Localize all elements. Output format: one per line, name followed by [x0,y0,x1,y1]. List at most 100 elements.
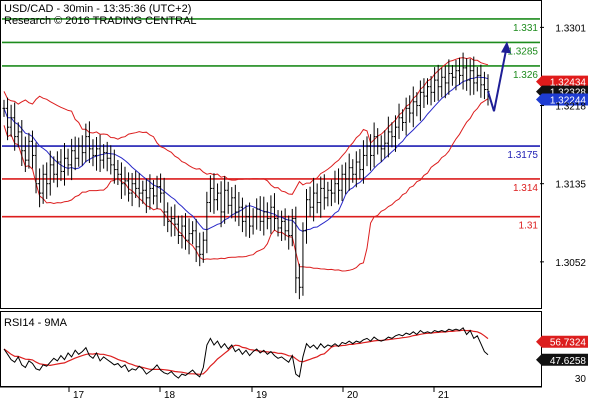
forecast-arrow-line [487,50,507,112]
rsi-layer [3,327,489,379]
price-bar [23,136,27,173]
rsi-tag-ma: 56.7324 [536,335,588,349]
price-bar [169,206,173,237]
price-bar [372,122,376,168]
price-bar [319,176,323,218]
price-bar [127,172,131,202]
price-bar [41,164,45,204]
price-bar [194,218,198,263]
y-tick-label: 1.3052 [555,258,586,269]
price-bar [38,168,42,208]
price-bar [226,181,230,214]
price-bar [98,134,102,173]
price-bar [290,208,294,247]
price-bar [59,149,63,182]
chart-title: USD/CAD - 30min - 13:35:36 (UTC+2) [4,3,191,15]
price-bar [418,80,422,121]
price-bar [358,149,362,180]
y-tick-label: 1.3218 [555,102,586,113]
price-bars-layer [2,52,490,300]
price-bar [219,181,223,228]
forecast-arrow-head [501,41,511,54]
price-bar [148,174,152,210]
price-bar [308,186,312,217]
x-tick-label: 19 [256,390,268,400]
price-bar [475,66,479,92]
price-bar [376,128,380,155]
price-bar [404,97,408,136]
price-bar [144,178,148,214]
price-bar [198,232,202,267]
price-bar [205,191,209,254]
price-bar [45,162,49,199]
price-bar [162,177,166,227]
price-bar [361,140,365,184]
price-tag-label: 1.32434 [550,78,587,89]
price-bar [240,197,244,233]
price-bar [80,135,84,166]
price-bar [333,170,337,203]
price-bar [91,139,95,167]
price-bar [105,141,109,172]
bollinger-upper-band [3,57,489,195]
price-panel-frame [0,0,542,309]
price-bar [159,173,163,203]
price-bar [84,123,88,163]
price-bar [468,58,472,96]
price-bar [248,202,252,238]
x-tick-label: 20 [347,390,359,400]
price-bar [401,109,405,131]
price-bar [255,198,259,230]
price-tag-label: 1.32328 [550,88,587,99]
price-bar [116,159,120,186]
price-bar [119,162,123,199]
rsi-y-tick-label: 30 [575,374,587,385]
price-bar [344,162,348,195]
key-levels-layer: 1.331 1.3285 1.326 1.3175 1.314 1.31 [2,18,540,232]
price-bar [233,184,237,222]
price-bar [223,176,227,224]
price-bar [297,263,301,300]
rsi-panel-title: RSI14 - 9MA [4,317,68,329]
price-bar [383,130,387,159]
x-tick-label: 21 [438,390,450,400]
price-bar [166,202,170,233]
price-bar [27,132,31,169]
price-bar [369,134,373,171]
price-bar [262,196,266,236]
price-bar [315,183,319,214]
price-bar [340,164,344,202]
price-bar [201,231,205,263]
price-bar [95,136,99,171]
price-bar [20,120,24,166]
price-bar [465,58,469,91]
price-bar [48,150,52,196]
price-bar [151,179,155,205]
price-bar [230,187,234,219]
level-label-resistance: 1.326 [513,70,538,81]
price-bar [112,149,116,184]
price-bar [429,75,433,106]
price-bar [479,64,483,98]
x-tick-label: 18 [164,390,176,400]
price-bar [13,102,17,151]
price-bar [191,221,195,245]
y-tick-label: 1.3301 [555,23,586,34]
price-bar [393,115,397,152]
price-bar [52,156,56,183]
price-bar [187,218,191,255]
price-bar [482,71,486,100]
price-bar [216,183,220,211]
price-bar [212,173,216,214]
price-tag-shape [536,93,588,106]
price-bar [272,193,276,231]
forecast-arrow-layer [487,41,511,112]
price-bar [415,92,419,117]
price-bar [208,175,212,213]
rsi-tag-label: 47.6258 [550,356,587,367]
price-bar [337,168,341,205]
price-bar [329,179,333,207]
price-bar [237,191,241,227]
